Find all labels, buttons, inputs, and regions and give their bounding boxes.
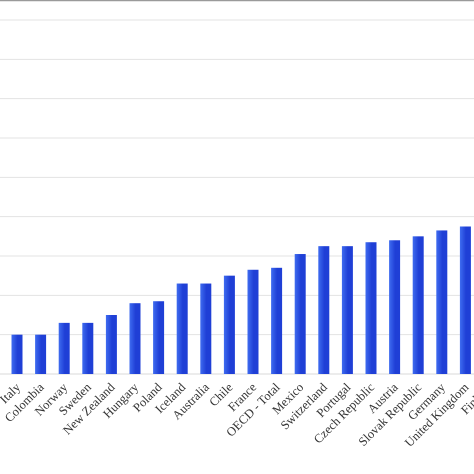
gridlines <box>0 19 474 375</box>
bar <box>389 240 401 374</box>
bar <box>294 254 306 374</box>
bar <box>412 236 424 374</box>
bar <box>129 303 141 374</box>
bar <box>82 322 94 374</box>
bar <box>271 267 283 374</box>
bar <box>223 275 235 374</box>
bar <box>153 301 165 374</box>
bar <box>459 226 471 374</box>
bar <box>341 246 353 374</box>
bar <box>436 230 448 374</box>
bar <box>105 315 117 374</box>
bar <box>35 334 47 374</box>
bar <box>318 246 330 374</box>
bars <box>11 226 471 374</box>
bar <box>176 283 188 374</box>
bar <box>247 269 259 374</box>
bar <box>365 242 377 374</box>
bar <box>58 322 70 374</box>
bar <box>200 283 212 374</box>
bar <box>11 334 23 374</box>
